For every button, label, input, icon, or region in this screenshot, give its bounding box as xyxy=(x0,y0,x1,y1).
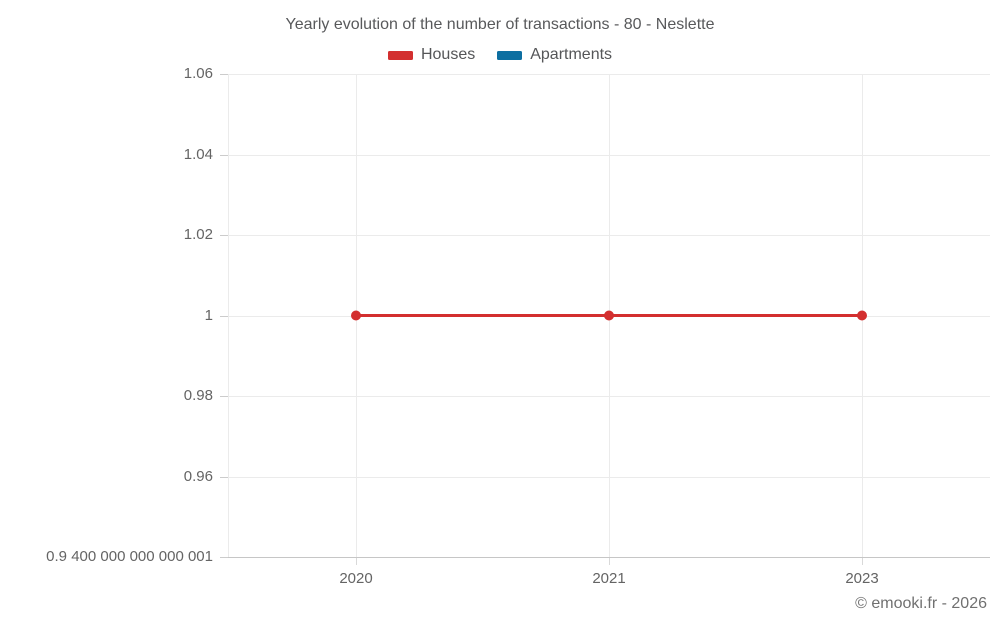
y-tick-mark xyxy=(220,396,228,397)
y-tick-mark xyxy=(220,315,228,317)
series-layer xyxy=(351,310,867,321)
y-gridline xyxy=(228,235,990,236)
houses-data-point[interactable] xyxy=(857,310,867,321)
y-gridline xyxy=(228,476,990,478)
x-tick-mark xyxy=(862,557,863,565)
y-tick-label: 0.98 xyxy=(183,387,213,404)
x-tick-label: 2021 xyxy=(592,570,626,587)
legend-label: Houses xyxy=(420,46,476,63)
copyright-footer: © emooki.fr - 2026 xyxy=(855,595,987,612)
y-tick-label: 0.96 xyxy=(183,467,213,485)
legend: Houses Apartments xyxy=(0,46,1000,64)
y-tick-label: 1.02 xyxy=(183,226,213,243)
houses-data-point[interactable] xyxy=(604,310,614,321)
y-tick-mark xyxy=(220,154,228,156)
legend-item-apartments: Apartments xyxy=(497,46,612,64)
x-tick-label: 2023 xyxy=(845,570,879,587)
y-tick-mark xyxy=(220,74,228,75)
y-tick-label: 0.9 400 000 000 000 001 xyxy=(46,548,213,565)
x-axis-line xyxy=(228,557,990,558)
x-tick-mark xyxy=(609,557,610,565)
y-tick-label: 1 xyxy=(204,306,213,324)
houses-legend-swatch-icon xyxy=(387,50,413,60)
chart-title: Yearly evolution of the number of transa… xyxy=(285,16,715,33)
y-tick-mark xyxy=(220,557,228,558)
y-tick-label: 1.06 xyxy=(183,65,213,82)
y-gridline xyxy=(228,74,990,75)
apartments-legend-swatch-icon xyxy=(497,50,523,60)
y-tick-label: 1.04 xyxy=(183,145,213,163)
legend-label: Apartments xyxy=(530,46,613,63)
y-gridline xyxy=(228,396,990,397)
y-tick-mark xyxy=(220,235,228,236)
y-gridline xyxy=(228,154,990,156)
x-tick-label: 2020 xyxy=(339,570,373,587)
y-tick-mark xyxy=(220,476,228,478)
houses-data-point[interactable] xyxy=(351,310,361,321)
x-tick-mark xyxy=(356,557,357,565)
legend-item-houses: Houses xyxy=(387,46,476,64)
